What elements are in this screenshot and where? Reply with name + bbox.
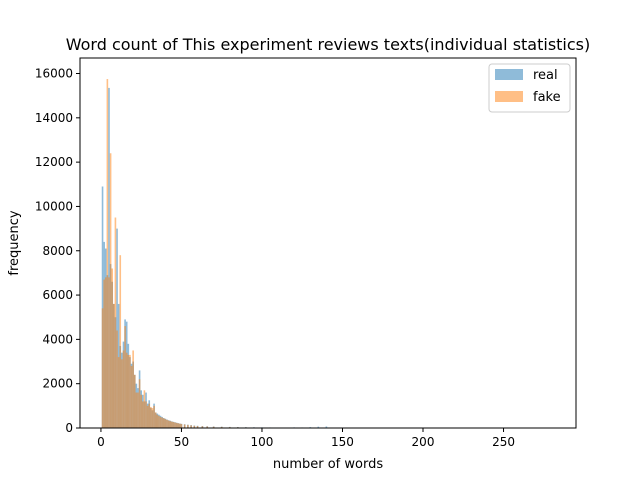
bar-fake [126, 353, 128, 428]
x-tick-label: 150 [331, 435, 354, 449]
bar-fake [113, 304, 115, 428]
series-real-bars [102, 88, 505, 428]
bar-fake [105, 277, 107, 428]
bar-fake [181, 424, 183, 428]
bar-fake [121, 359, 123, 428]
bar-fake [134, 375, 136, 428]
bar-fake [140, 395, 142, 428]
bar-fake [176, 423, 178, 428]
bar-fake [136, 393, 138, 428]
bar-fake [174, 422, 176, 428]
x-axis-ticks: 0 50 100 150 200 250 [97, 428, 515, 449]
bar-fake [163, 418, 165, 428]
bar-fake [115, 218, 117, 428]
bar-fake [142, 401, 144, 428]
bar-fake [184, 424, 186, 428]
bar-fake [119, 255, 121, 428]
bar-fake [107, 79, 109, 428]
y-tick-label: 8000 [42, 244, 73, 258]
y-tick-label: 10000 [35, 199, 73, 213]
legend: real fake [489, 64, 570, 112]
bar-fake [169, 421, 171, 428]
bar-fake [168, 420, 170, 428]
bar-fake [150, 407, 152, 428]
bar-fake [156, 415, 158, 428]
bar-fake [173, 422, 175, 428]
y-tick-label: 14000 [35, 111, 73, 125]
y-tick-label: 4000 [42, 332, 73, 346]
bar-fake [161, 418, 163, 428]
bar-fake [158, 416, 160, 428]
bar-fake [132, 350, 134, 428]
x-tick-label: 100 [251, 435, 274, 449]
bar-fake [111, 268, 113, 428]
bar-fake [102, 308, 104, 428]
bar-fake [145, 401, 147, 428]
x-tick-label: 0 [97, 435, 105, 449]
bar-fake [116, 331, 118, 428]
y-tick-label: 12000 [35, 155, 73, 169]
bar-fake [123, 350, 125, 428]
bar-fake [124, 326, 126, 428]
bar-fake [171, 422, 173, 428]
bar-fake [144, 390, 146, 428]
bar-fake [177, 423, 179, 428]
bar-fake [152, 408, 154, 428]
x-tick-label: 200 [412, 435, 435, 449]
x-tick-label: 50 [174, 435, 189, 449]
bar-fake [165, 419, 167, 428]
bar-fake [148, 404, 150, 428]
bar-fake [131, 366, 133, 428]
series-fake-bars [102, 79, 553, 428]
y-tick-label: 16000 [35, 67, 73, 81]
x-axis-label: number of words [273, 457, 383, 472]
y-axis-ticks: 0 2000 4000 6000 8000 10000 12000 14000 16000 [35, 67, 80, 435]
bar-fake [153, 406, 155, 428]
bar-fake [103, 280, 105, 428]
bar-fake [108, 277, 110, 428]
bar-fake [179, 424, 181, 428]
legend-label-fake: fake [533, 90, 561, 105]
bar-fake [118, 357, 120, 428]
y-tick-label: 2000 [42, 377, 73, 391]
bar-fake [166, 420, 168, 428]
y-tick-label: 0 [65, 421, 73, 435]
y-axis-label: frequency [7, 210, 22, 276]
legend-swatch-fake [495, 91, 523, 102]
bar-fake [147, 406, 149, 428]
bar-fake [137, 393, 139, 428]
plot-area-frame [80, 58, 576, 428]
legend-label-real: real [533, 68, 558, 83]
bar-fake [155, 412, 157, 428]
bar-fake [139, 379, 141, 428]
legend-swatch-real [495, 69, 523, 80]
bar-fake [160, 417, 162, 428]
x-tick-label: 250 [492, 435, 515, 449]
bar-fake [128, 355, 130, 428]
chart-title: Word count of This experiment reviews te… [66, 35, 591, 54]
bar-fake [129, 355, 131, 428]
y-tick-label: 6000 [42, 288, 73, 302]
bar-fake [110, 153, 112, 428]
